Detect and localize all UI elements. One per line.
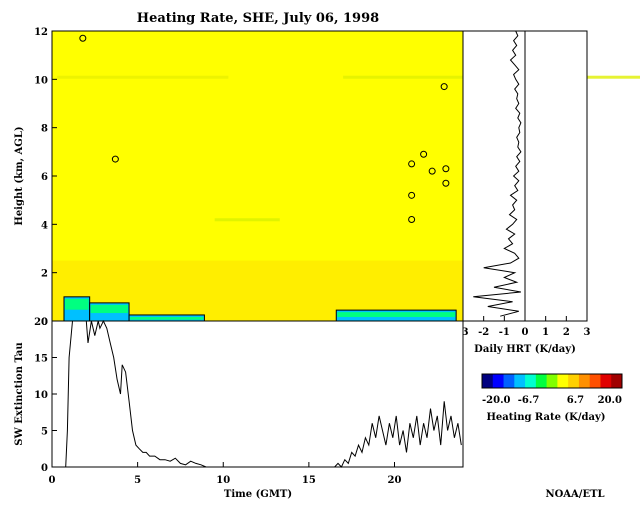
- colorbar-cell: [600, 374, 612, 388]
- tau-y-tick-label: 10: [34, 390, 48, 401]
- heatmap-y-ticks: 0 2 4 6 8 10 12: [34, 27, 57, 328]
- colorbar-tick-label: 20.0: [598, 395, 622, 406]
- profile-x-tick-label: 1: [542, 327, 549, 338]
- cloud-contour: [111, 155, 119, 163]
- tau-x-tick-label: 20: [388, 475, 402, 486]
- colorbar-cell: [546, 374, 558, 388]
- chart-title: Heating Rate, SHE, July 06, 1998: [137, 11, 379, 26]
- surface-layer-inner: [90, 304, 129, 314]
- colorbar-label: Heating Rate (K/day): [486, 412, 605, 423]
- tau-y-label: SW Extinction Tau: [14, 342, 25, 445]
- tau-line-morning: [65, 319, 207, 468]
- cloud-contour: [420, 150, 428, 158]
- colorbar-cell: [514, 374, 526, 388]
- profile-x-tick-label: 3: [584, 327, 591, 338]
- colorbar-cell: [503, 374, 515, 388]
- credit-text: NOAA/ETL: [545, 489, 604, 500]
- colorbar: -20.0 -6.7 6.7 20.0 Heating Rate (K/day): [481, 373, 623, 423]
- heatmap-y-tick-label: 12: [34, 27, 48, 38]
- cloud-contour: [442, 179, 450, 187]
- surface-layer-inner: [64, 298, 89, 310]
- tau-line-evening: [334, 401, 462, 468]
- heatmap-y-tick-label: 8: [41, 124, 48, 135]
- cloud-contour: [408, 191, 416, 199]
- tau-frame: [51, 320, 464, 468]
- tau-x-tick-label: 0: [49, 475, 56, 486]
- cloud-contours: [79, 34, 450, 223]
- tau-x-ticks: 0 5 10 15 20: [49, 462, 402, 486]
- colorbar-tick-label: -20.0: [482, 395, 511, 406]
- colorbar-cell: [535, 374, 548, 388]
- heatmap-y-tick-label: 10: [34, 75, 48, 86]
- colorbar-cell: [492, 374, 505, 388]
- colorbar-cell: [482, 374, 494, 388]
- heatmap-y-tick-label: 0: [41, 317, 48, 328]
- cloud-contour: [408, 160, 416, 168]
- colorbar-tick-label: 6.7: [567, 395, 584, 406]
- heatmap-y-tick-label: 6: [41, 172, 48, 183]
- cloud-contour: [440, 83, 448, 91]
- tau-y-tick-label: 20: [34, 317, 48, 328]
- colorbar-frame: [481, 373, 623, 389]
- colorbar-tick-label: -6.7: [518, 395, 540, 406]
- colorbar-cell: [611, 374, 623, 388]
- profile-x-tick-label: -1: [499, 327, 510, 338]
- heatmap-y-label: Height (km, AGL): [14, 126, 25, 225]
- heatmap-band: [214, 218, 280, 222]
- colorbar-cell: [525, 374, 537, 388]
- colorbar-cell: [557, 374, 569, 388]
- cloud-contour: [428, 167, 436, 175]
- tau-x-tick-label: 10: [216, 475, 230, 486]
- tau-x-tick-label: 5: [134, 475, 141, 486]
- surface-layer-inner: [130, 316, 204, 320]
- profile-line: [473, 30, 522, 317]
- profile-x-tick-label: -2: [478, 327, 489, 338]
- heatmap-y-tick-label: 2: [41, 269, 48, 280]
- colorbar-cell: [568, 374, 580, 388]
- heatmap-panel: 0 2 4 6 8 10 12 Height (km, AGL): [14, 27, 640, 328]
- heatmap-y-tick-label: 4: [41, 220, 48, 231]
- colorbar-cell: [578, 374, 591, 388]
- tau-x-tick-label: 15: [302, 475, 316, 486]
- tau-y-tick-label: 5: [41, 427, 48, 438]
- heatmap-band: [57, 75, 229, 79]
- cloud-contour: [408, 216, 416, 223]
- profile-x-tick-label: 0: [522, 327, 529, 338]
- tau-x-label: Time (GMT): [224, 489, 292, 500]
- tau-y-tick-label: 15: [34, 354, 48, 365]
- tau-panel: 0 5 10 15 20 0 5 10 15 20 SW Extinction Tau Time…: [14, 317, 464, 500]
- tau-y-ticks: 0 5 10 15 20: [34, 317, 57, 474]
- colorbar-cells: [482, 374, 623, 388]
- colorbar-cell: [589, 374, 601, 388]
- cloud-contour: [442, 165, 450, 173]
- profile-x-tick-label: 2: [563, 327, 570, 338]
- tau-y-tick-label: 0: [41, 463, 48, 474]
- colorbar-ticks: -20.0 -6.7 6.7 20.0: [482, 395, 622, 406]
- profile-x-label: Daily HRT (K/day): [474, 344, 576, 355]
- cloud-contour: [79, 34, 87, 42]
- surface-layer-inner: [337, 312, 456, 318]
